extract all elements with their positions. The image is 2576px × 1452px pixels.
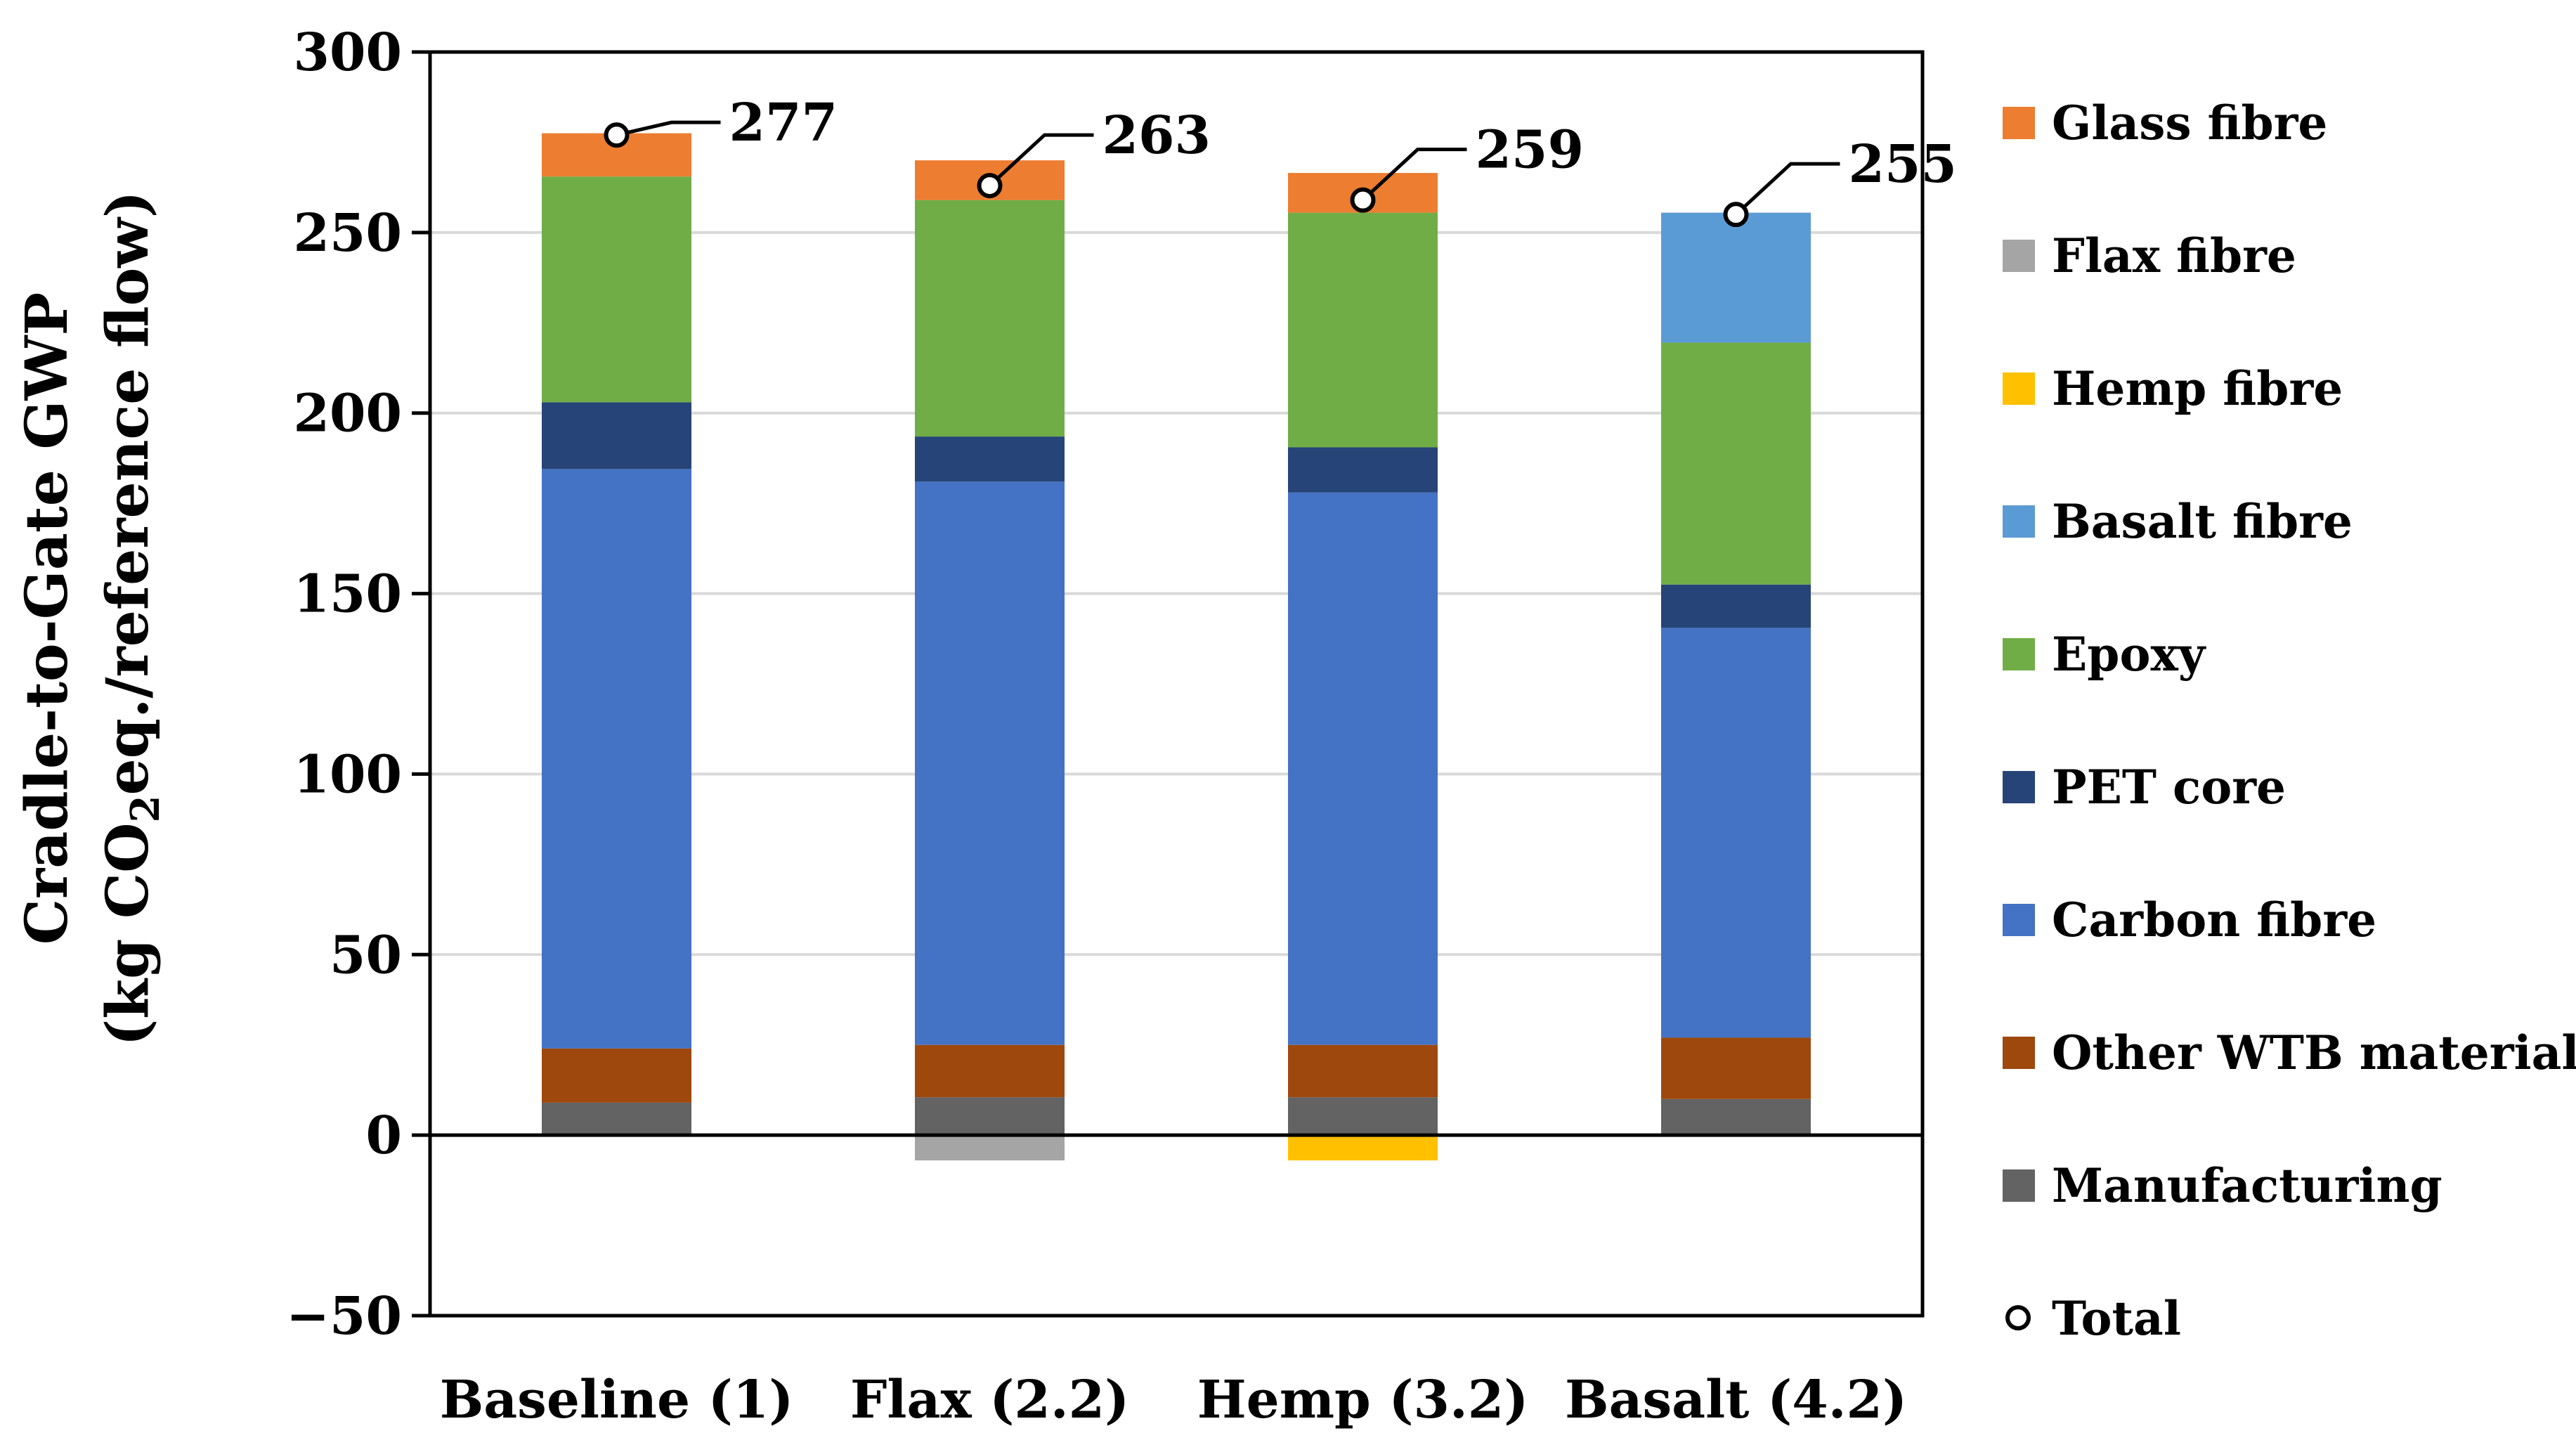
y-tick-label: 300 [294, 22, 402, 83]
legend-label: Other WTB materials [2052, 1025, 2576, 1080]
total-value-label: 255 [1849, 134, 1957, 195]
legend-label: Epoxy [2052, 627, 2206, 682]
legend-label: Glass fibre [2052, 96, 2327, 150]
legend-label: Carbon fibre [2052, 893, 2376, 947]
legend-item-epoxy: Epoxy [2003, 627, 2206, 682]
legend-item-carbon-fibre: Carbon fibre [2003, 893, 2376, 947]
legend-swatch [2003, 1037, 2035, 1069]
bar-segment-basalt-fibre [1661, 212, 1811, 343]
bar-segment-carbon-fibre [915, 481, 1065, 1045]
bar-segment-pet-core [542, 402, 691, 469]
total-marker [1350, 187, 1376, 213]
total-leader-line [1734, 162, 1840, 216]
y-axis-title-line2: (kg CO2eq./reference flow) [94, 190, 169, 1046]
bar-segment-manufacturing [1288, 1097, 1438, 1136]
legend-swatch [2003, 372, 2035, 405]
bar-segment-epoxy [1661, 342, 1811, 585]
bar-segment-manufacturing [915, 1097, 1065, 1136]
legend-label: Manufacturing [2052, 1158, 2442, 1213]
x-category-label: Flax (2.2) [850, 1370, 1129, 1430]
legend-swatch [2003, 1169, 2035, 1202]
bar-segment-pet-core [915, 436, 1065, 482]
x-category-label: Basalt (4.2) [1565, 1370, 1907, 1430]
legend-item-glass-fibre: Glass fibre [2003, 96, 2327, 150]
bar-segment-other-wtb-materials [915, 1044, 1065, 1098]
total-value-label: 263 [1102, 105, 1211, 166]
legend-swatch [2003, 505, 2035, 538]
legend-swatch [2003, 240, 2035, 272]
legend-swatch [2003, 771, 2035, 803]
bar-segment-epoxy [1288, 212, 1438, 448]
total-marker [1723, 202, 1749, 228]
legend-item-other-wtb-materials: Other WTB materials [2003, 1025, 2576, 1080]
bar-segment-manufacturing [542, 1102, 691, 1136]
bar-segment-pet-core [1288, 447, 1438, 493]
legend: Glass fibre Flax fibre Hemp fibre Basalt fi… [2003, 96, 2576, 1346]
bar-segment-manufacturing [1661, 1098, 1811, 1136]
bar-segment-other-wtb-materials [542, 1048, 691, 1103]
total-markers: 277 263 259 255 [604, 93, 1957, 228]
legend-swatch [2003, 638, 2035, 670]
y-tick-label: −50 [286, 1286, 402, 1347]
x-category-label: Baseline (1) [440, 1370, 794, 1430]
total-value-label: 259 [1476, 120, 1584, 181]
legend-item-hemp-fibre: Hemp fibre [2003, 361, 2343, 416]
y-tick-label: 150 [294, 564, 402, 625]
bar-segment-epoxy [915, 200, 1065, 437]
legend-item-flax-fibre: Flax fibre [2003, 228, 2296, 283]
bar-segment-pet-core [1661, 584, 1811, 628]
y-tick-label: 0 [366, 1106, 403, 1166]
bars [542, 133, 1811, 1161]
x-category-label: Hemp (3.2) [1197, 1370, 1529, 1430]
bar-segment-carbon-fibre [542, 469, 691, 1049]
y-tick-label: 200 [294, 384, 402, 444]
axes: −50 0 50 100 150 200 250 300 Baseline (1) Flax (2… [286, 22, 1925, 1430]
total-marker [604, 122, 630, 148]
plot-frame [428, 50, 1925, 1318]
bar-segment-other-wtb-materials [1288, 1044, 1438, 1098]
y-tick-label: 250 [294, 203, 402, 264]
y-axis-title: Cradle-to-Gate GWP (kg CO2eq./reference … [13, 190, 169, 1046]
legend-label: Flax fibre [2052, 228, 2296, 283]
y-tick-label: 100 [294, 744, 402, 805]
total-leader-line [1361, 148, 1467, 202]
legend-swatch [2005, 1305, 2031, 1330]
legend-label: Hemp fibre [2052, 361, 2343, 416]
total-marker [977, 173, 1003, 199]
legend-item-manufacturing: Manufacturing [2003, 1158, 2442, 1213]
bar-segment-flax-fibre [915, 1135, 1065, 1161]
bar-segment-epoxy [542, 176, 691, 403]
y-tick-label: 50 [330, 925, 402, 985]
bar-segment-hemp-fibre [1288, 1135, 1438, 1161]
bar-segment-carbon-fibre [1288, 492, 1438, 1045]
legend-swatch [2003, 107, 2035, 139]
total-leader-line [616, 120, 721, 137]
legend-item-pet-core: PET core [2003, 760, 2286, 815]
bar-segment-other-wtb-materials [1661, 1037, 1811, 1099]
legend-swatch [2003, 904, 2035, 936]
legend-item-basalt-fibre: Basalt fibre [2003, 494, 2353, 549]
legend-label: Total [2052, 1291, 2181, 1346]
legend-label: Basalt fibre [2052, 494, 2353, 549]
legend-label: PET core [2052, 760, 2286, 815]
total-leader-line [988, 133, 1094, 187]
total-value-label: 277 [729, 93, 838, 153]
bar-segment-carbon-fibre [1661, 628, 1811, 1038]
legend-item-total: Total [2005, 1291, 2181, 1346]
y-axis-title-line1: Cradle-to-Gate GWP [13, 292, 81, 945]
